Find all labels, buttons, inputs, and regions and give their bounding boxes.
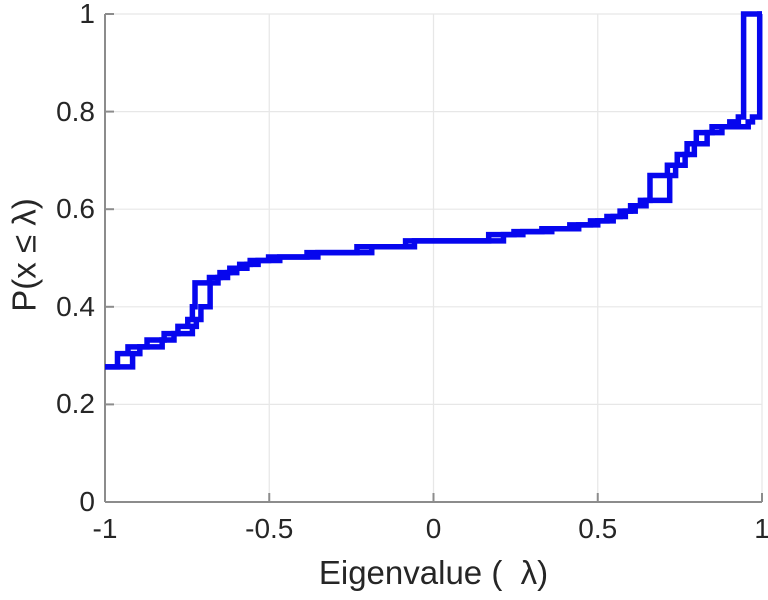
x-tick-label: -1 xyxy=(92,513,118,544)
x-tick-label: 0 xyxy=(425,513,442,544)
ecdf-curve-2 xyxy=(105,11,763,370)
y-tick-label: 0.6 xyxy=(56,193,95,225)
x-tick-label: -0.5 xyxy=(245,513,294,544)
y-tick-label: 1 xyxy=(79,0,95,29)
x-axis-label: Eigenvalue ( λ) xyxy=(318,554,549,591)
y-tick-label: 0 xyxy=(79,486,95,517)
y-tick-label: 0.4 xyxy=(56,290,95,322)
x-tick-label: 1 xyxy=(754,513,768,544)
y-tick-label: 0.2 xyxy=(56,388,95,420)
y-tick-label: 0.8 xyxy=(56,95,95,127)
y-axis-label: P(x ≤ λ) xyxy=(5,198,43,312)
x-tick-label: 0.5 xyxy=(578,513,618,544)
